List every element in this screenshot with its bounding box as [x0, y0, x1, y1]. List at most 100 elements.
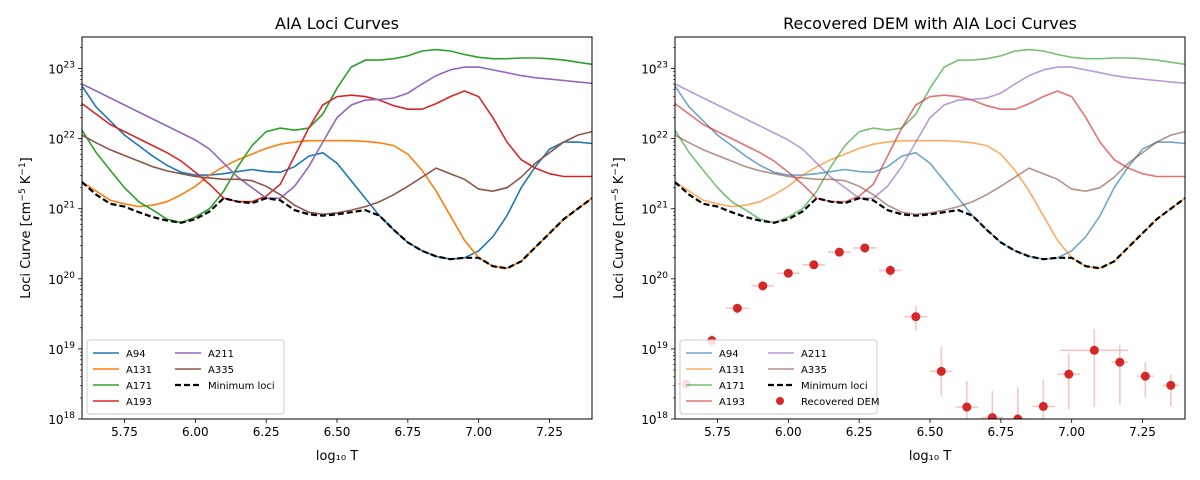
dem-point [879, 264, 902, 278]
dem-point [828, 247, 851, 257]
legend-label: A131 [126, 365, 152, 376]
y-tick-label: 1021 [48, 201, 75, 217]
dem-point [777, 268, 800, 278]
dem-point [1006, 387, 1030, 419]
x-tick-label: 6.75 [987, 425, 1014, 439]
x-tick-label: 7.25 [1129, 425, 1156, 439]
legend-label: A94 [719, 349, 739, 360]
dem-marker [834, 247, 844, 257]
y-axis-label-right: Loci Curve [cm−5 K−1] [611, 157, 627, 299]
series-line-a131 [82, 139, 592, 270]
legend-label: A131 [719, 365, 745, 376]
x-axis-left: 5.75 6.00 6.25 6.50 6.75 7.00 7.25 [111, 419, 563, 439]
legend-label: A193 [126, 397, 152, 408]
dem-point [853, 243, 877, 253]
dem-point [930, 346, 953, 396]
legend-label: A211 [801, 349, 827, 360]
x-axis-label-left: log₁₀ T [316, 449, 358, 464]
x-tick-label: 6.75 [394, 425, 421, 439]
dem-point [1057, 353, 1081, 410]
dem-marker [1140, 371, 1150, 381]
legend-item-a335: A335 [175, 365, 234, 376]
series-line-a335 [82, 130, 592, 216]
x-tick-label: 6.25 [253, 425, 280, 439]
x-tick-label: 7.00 [1058, 425, 1085, 439]
legend-item-a131: A131 [93, 365, 152, 376]
series-line-a171 [675, 48, 1185, 224]
dem-marker [758, 281, 768, 291]
y-tick-label: 1022 [48, 131, 75, 147]
x-tick-label: 5.75 [111, 425, 138, 439]
legend-label: A211 [208, 349, 234, 360]
dem-point [1032, 379, 1055, 419]
series-line-a131 [675, 139, 1185, 270]
y-axis-right: 1018 1019 1020 1021 1022 1023 [641, 47, 675, 427]
y-tick-label: 1020 [48, 271, 75, 287]
chart-title-left: AIA Loci Curves [275, 14, 399, 33]
series-line-a193 [675, 90, 1185, 203]
legend-item-a94: A94 [93, 349, 146, 360]
legend-item-a94: A94 [686, 349, 739, 360]
dem-marker [783, 268, 793, 278]
dem-point [802, 260, 826, 270]
y-tick-label: 1019 [48, 341, 75, 357]
legend-box [86, 339, 285, 415]
legend-label: Minimum loci [208, 381, 275, 392]
legend-item-a171: A171 [93, 381, 152, 392]
legend-box [679, 339, 878, 415]
x-tick-label: 7.00 [465, 425, 492, 439]
y-tick-label: 1023 [48, 61, 75, 77]
y-axis-label-left: Loci Curve [cm−5 K−1] [18, 157, 34, 299]
y-tick-label: 1018 [48, 411, 75, 427]
dem-marker [860, 243, 870, 253]
x-tick-label: 6.00 [182, 425, 209, 439]
series-line-a94 [82, 85, 592, 261]
x-axis-label-right: log₁₀ T [909, 449, 951, 464]
legend-label: A171 [719, 381, 745, 392]
dem-marker [1166, 380, 1176, 390]
x-tick-label: 6.25 [846, 425, 873, 439]
legend-label: A335 [208, 365, 234, 376]
dem-marker [809, 260, 819, 270]
legend-item-recovered-dem: Recovered DEM [776, 397, 880, 408]
dem-marker [911, 312, 921, 322]
series-line-minimum-loci [675, 181, 1185, 270]
dem-marker [885, 265, 895, 275]
legend-item-a335: A335 [768, 365, 827, 376]
y-tick-label: 1022 [641, 131, 668, 147]
x-tick-label: 5.75 [704, 425, 731, 439]
legend-label: Minimum loci [801, 381, 868, 392]
y-axis-left: 1018 1019 1020 1021 1022 1023 [48, 47, 82, 427]
legend-label: A193 [719, 397, 745, 408]
legend-item-a211: A211 [768, 349, 827, 360]
dem-marker [936, 366, 946, 376]
dem-point [1162, 374, 1180, 407]
legend-label: Recovered DEM [801, 397, 880, 408]
series-line-minimum-loci [82, 181, 592, 270]
dem-marker [1013, 414, 1023, 419]
legend-item-a211: A211 [175, 349, 234, 360]
legend-item-a193: A193 [93, 397, 152, 408]
legend-item-minimum-loci: Minimum loci [175, 381, 275, 392]
x-axis-right: 5.75 6.00 6.25 6.50 6.75 7.00 7.25 [704, 419, 1156, 439]
series-line-a335 [675, 130, 1185, 216]
dem-marker [962, 402, 972, 412]
recovered-dem-panel: Recovered DEM with AIA Loci Curves 5.75 6… [611, 14, 1186, 464]
legend-right: A94 A211 A131 A335 A171 Minimum loci A193 Recov… [679, 339, 880, 415]
loci-curves-panel: AIA Loci Curves 5.75 6.00 6.25 6.50 6.75 7.00… [18, 14, 593, 464]
dem-marker [1089, 345, 1099, 355]
series-line-a193 [82, 90, 592, 203]
series-line-a171 [82, 48, 592, 224]
x-tick-label: 6.50 [324, 425, 351, 439]
legend-label: A94 [126, 349, 146, 360]
dem-marker [1064, 369, 1074, 379]
y-tick-label: 1018 [641, 411, 668, 427]
dem-point [726, 303, 749, 314]
dem-point [955, 381, 979, 419]
legend-item-a193: A193 [686, 397, 745, 408]
legend-left: A94 A211 A131 A335 A171 Minimum loci A193 [86, 339, 285, 415]
legend-label: A335 [801, 365, 827, 376]
legend-item-a171: A171 [686, 381, 745, 392]
dem-point [1136, 362, 1154, 398]
